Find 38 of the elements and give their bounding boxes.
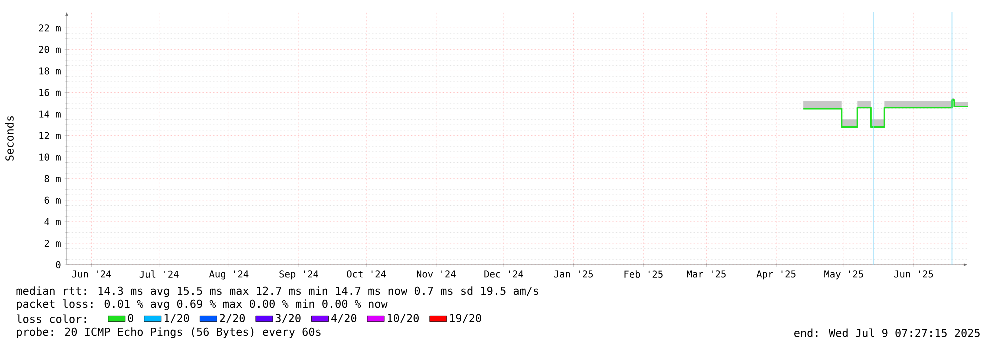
y-tick-label: 0 [56, 261, 61, 269]
x-tick-label: Sep '24 [280, 270, 318, 280]
text: end: Wed Jul 9 07:27:15 2025 [794, 328, 980, 338]
x-tick-label: May '25 [824, 270, 864, 280]
x-tick-label: Jun '24 [72, 270, 112, 278]
x-tick-label: Nov '24 [417, 270, 456, 278]
legend-label: 4/20 [331, 314, 357, 324]
y-tick-label: 8 m [44, 175, 61, 182]
y-tick-label: 14 m [40, 110, 61, 118]
y-tick-label: 2 m [44, 240, 61, 247]
y-tick-label: 18 m [40, 68, 61, 75]
y-tick-label: 22 m [39, 24, 61, 32]
text: packet loss: 0.01 % avg 0.69 % max 0.00 % min 0.00 % now [17, 300, 388, 310]
x-tick-label: Aug '24 [209, 270, 249, 280]
x-tick-label: Jan '25 [554, 270, 593, 278]
y-tick-label: 16 m [40, 89, 61, 96]
y-axis-title: Seconds [5, 116, 14, 161]
x-tick-label: Jul '24 [140, 270, 179, 278]
legend-label: 1/20 [164, 314, 190, 324]
x-tick-label: Mar '25 [687, 270, 726, 278]
y-tick-label: 10 m [40, 154, 61, 161]
legend-label: 2/20 [220, 314, 246, 324]
legend-label: 3/20 [276, 314, 301, 324]
x-tick-label: Jun '25 [894, 270, 934, 278]
y-tick-label: 20 m [39, 46, 61, 54]
y-tick-label: 12 m [40, 132, 61, 140]
y-tick-label: 6 m [44, 196, 61, 204]
x-tick-label: Apr '25 [756, 270, 796, 280]
legend-label: 19/20 [450, 314, 482, 324]
y-tick-label: 4 m [44, 218, 61, 226]
text: median rtt: 14.3 ms avg 15.5 ms max 12.7 ms min 14.7 ms now 0.7 ms sd 19.5 am/s [16, 286, 539, 298]
x-tick-label: Dec '24 [484, 270, 524, 278]
x-tick-label: Oct '24 [347, 270, 386, 278]
legend-label: 0 [128, 314, 134, 322]
text: probe: 20 ICMP Echo Pings (56 Bytes) every 60s [17, 328, 321, 338]
legend-label: 10/20 [388, 314, 419, 324]
x-tick-label: Feb '25 [624, 270, 663, 278]
legend-title: loss color: [17, 314, 86, 324]
